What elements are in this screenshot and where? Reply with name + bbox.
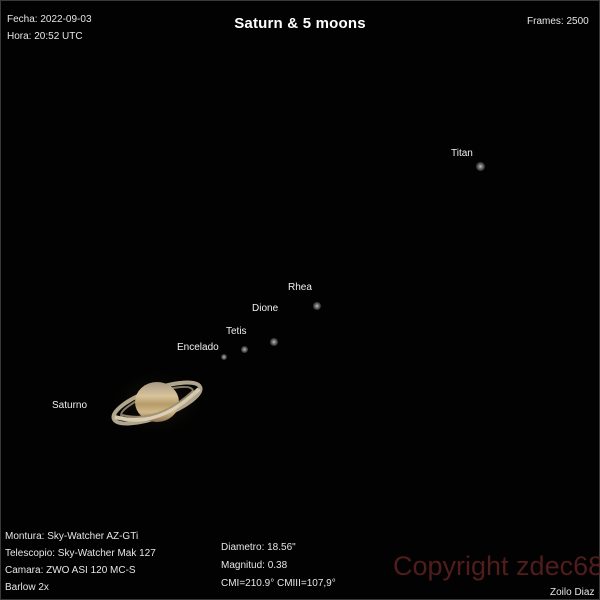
diameter-label: Diametro: 18.56": [221, 542, 296, 553]
saturn-planet: [105, 365, 210, 440]
time-label: Hora: 20:52 UTC: [7, 31, 83, 42]
moon-rhea: [313, 302, 321, 310]
frames-label: Frames: 2500: [527, 16, 589, 27]
date-label: Fecha: 2022-09-03: [7, 14, 92, 25]
moon-label-titan: Titan: [451, 148, 473, 159]
central-meridian-label: CMI=210.9° CMIII=107,9°: [221, 578, 336, 589]
barlow-label: Barlow 2x: [5, 582, 49, 593]
camera-label: Camara: ZWO ASI 120 MC-S: [5, 565, 136, 576]
author-label: Zoilo Diaz: [550, 587, 595, 598]
moon-label-encelado: Encelado: [177, 342, 219, 353]
copyright-watermark: Copyright zdec68: [393, 551, 600, 581]
telescope-label: Telescopio: Sky-Watcher Mak 127: [5, 548, 156, 559]
magnitude-label: Magnitud: 0.38: [221, 560, 288, 571]
saturn-image: [105, 367, 209, 439]
moon-titan: [476, 162, 485, 171]
image-title: Saturn & 5 moons: [234, 15, 366, 32]
moon-encelado: [221, 354, 227, 360]
mount-label: Montura: Sky-Watcher AZ-GTi: [5, 531, 139, 542]
moon-label-dione: Dione: [252, 303, 279, 314]
saturn-label: Saturno: [52, 400, 88, 411]
moon-dione: [270, 338, 278, 346]
moon-tetis: [241, 346, 248, 353]
moon-label-rhea: Rhea: [288, 282, 312, 293]
moon-label-tetis: Tetis: [226, 326, 247, 337]
